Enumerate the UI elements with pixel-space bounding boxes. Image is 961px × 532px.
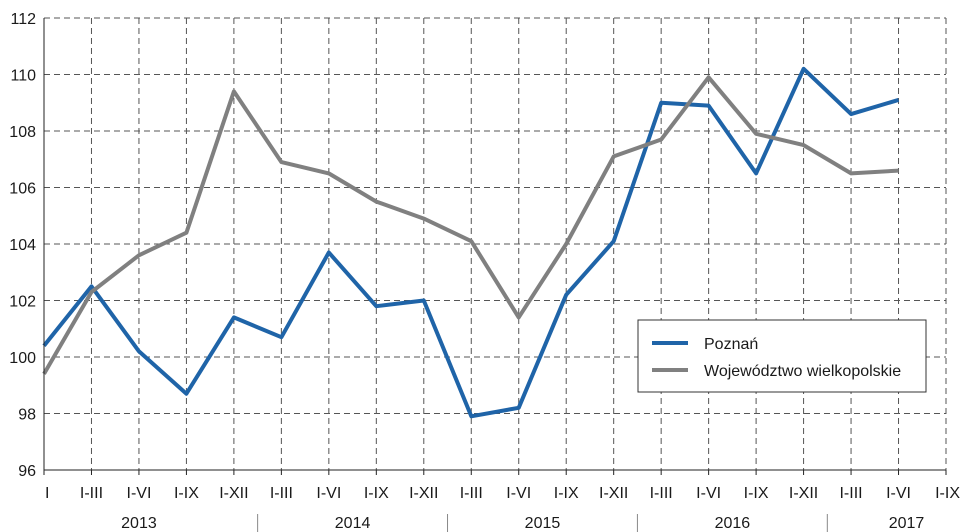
series-line-wojewodztwo bbox=[42, 75, 899, 375]
x-tick-label: I-XII bbox=[599, 485, 628, 502]
year-label: 2013 bbox=[121, 515, 157, 532]
x-tick-label: I-VI bbox=[506, 485, 531, 502]
y-tick-label: 104 bbox=[9, 237, 36, 254]
x-tick-label: I-IX bbox=[364, 485, 389, 502]
y-tick-label: 106 bbox=[9, 181, 36, 198]
x-tick-label: I-IX bbox=[554, 485, 579, 502]
y-tick-label: 100 bbox=[9, 350, 36, 367]
x-tick-label: I-III bbox=[839, 485, 862, 502]
x-tick-label: I-VI bbox=[886, 485, 911, 502]
series-lines bbox=[42, 66, 900, 419]
x-tick-label: I-XII bbox=[219, 485, 248, 502]
y-tick-label: 110 bbox=[10, 68, 36, 85]
x-tick-label: I-III bbox=[650, 485, 673, 502]
x-tick-label: I-III bbox=[80, 485, 103, 502]
y-tick-label: 96 bbox=[18, 463, 36, 480]
y-tick-label: 108 bbox=[9, 124, 36, 141]
year-label: 2017 bbox=[889, 515, 925, 532]
legend-label-poznan: Poznań bbox=[704, 336, 758, 353]
x-tick-label: I-IX bbox=[174, 485, 199, 502]
x-tick-label: I-IX bbox=[935, 485, 960, 502]
y-axis-ticks: 96 98 100 102 104 106 108 110 112 bbox=[9, 11, 36, 480]
x-tick-label: I-IX bbox=[744, 485, 769, 502]
year-label: 2015 bbox=[525, 515, 561, 532]
y-tick-label: 102 bbox=[9, 294, 36, 311]
x-tick-label: I-XII bbox=[409, 485, 438, 502]
x-tick-label: I-VI bbox=[316, 485, 341, 502]
x-tick-label: I-III bbox=[460, 485, 483, 502]
x-tick-label: I bbox=[45, 485, 49, 502]
year-label: 2014 bbox=[335, 515, 371, 532]
x-axis-ticks: I I-III I-VI I-IX I-XII I-III I-VI I-IX I-XII I-I… bbox=[43, 470, 960, 502]
legend: Poznań Województwo wielkopolskie bbox=[637, 319, 927, 393]
axes bbox=[43, 18, 946, 471]
y-tick-label: 98 bbox=[18, 407, 36, 424]
legend-label-wojewodztwo: Województwo wielkopolskie bbox=[704, 363, 901, 380]
x-tick-label: I-XII bbox=[789, 485, 818, 502]
x-tick-label: I-VI bbox=[127, 485, 152, 502]
y-tick-label: 112 bbox=[10, 11, 36, 28]
gridlines bbox=[44, 17, 947, 470]
series-line-poznan bbox=[42, 66, 900, 419]
x-tick-label: I-VI bbox=[696, 485, 721, 502]
year-label: 2016 bbox=[715, 515, 751, 532]
x-tick-label: I-III bbox=[270, 485, 293, 502]
year-groups: 2013 2014 2015 2016 2017 bbox=[121, 514, 924, 532]
legend-box bbox=[637, 319, 927, 393]
